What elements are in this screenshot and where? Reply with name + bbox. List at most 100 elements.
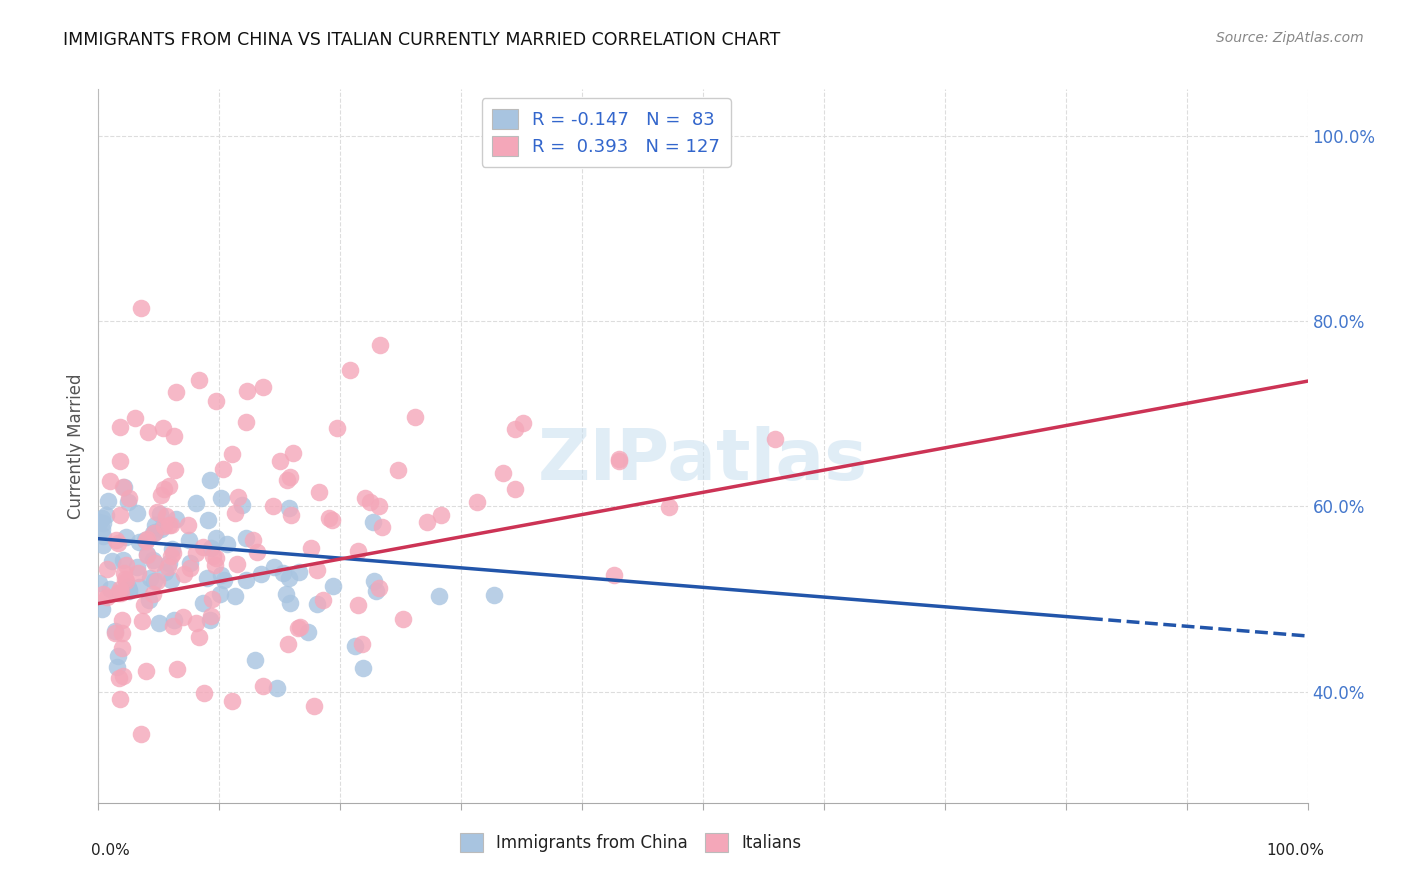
Point <box>184 496 207 510</box>
Point <box>111 552 134 566</box>
Y-axis label: Currently Married: Currently Married <box>66 373 84 519</box>
Point <box>159 574 181 588</box>
Point <box>288 565 311 579</box>
Point <box>114 574 136 588</box>
Point <box>307 563 329 577</box>
Point <box>226 490 249 504</box>
Point <box>129 726 152 740</box>
Point <box>162 546 184 560</box>
Point <box>607 452 630 467</box>
Point <box>108 453 131 467</box>
Point <box>160 549 183 564</box>
Point <box>262 499 284 513</box>
Point <box>163 429 186 443</box>
Point <box>263 560 285 574</box>
Point <box>367 499 389 513</box>
Point <box>101 554 124 568</box>
Point <box>482 588 505 602</box>
Point <box>165 385 187 400</box>
Point <box>318 510 340 524</box>
Point <box>188 373 211 387</box>
Point <box>127 566 149 581</box>
Point <box>492 466 515 480</box>
Point <box>93 538 115 552</box>
Point <box>107 649 129 664</box>
Point <box>368 581 391 595</box>
Text: IMMIGRANTS FROM CHINA VS ITALIAN CURRENTLY MARRIED CORRELATION CHART: IMMIGRANTS FROM CHINA VS ITALIAN CURRENT… <box>63 31 780 49</box>
Point <box>322 579 344 593</box>
Point <box>104 624 127 638</box>
Point <box>134 533 156 548</box>
Point <box>91 602 114 616</box>
Point <box>111 641 134 656</box>
Text: 100.0%: 100.0% <box>1267 843 1324 858</box>
Point <box>200 613 222 627</box>
Point <box>763 432 786 446</box>
Point <box>110 582 132 596</box>
Point <box>142 587 165 601</box>
Point <box>312 593 335 607</box>
Point <box>205 531 228 545</box>
Point <box>112 566 135 580</box>
Point <box>179 561 201 575</box>
Point <box>195 571 218 585</box>
Point <box>91 516 114 530</box>
Point <box>110 586 132 600</box>
Point <box>111 479 134 493</box>
Point <box>201 592 224 607</box>
Point <box>200 609 222 624</box>
Point <box>89 575 111 590</box>
Point <box>96 562 118 576</box>
Point <box>226 557 249 571</box>
Point <box>156 559 179 574</box>
Point <box>104 626 127 640</box>
Point <box>246 545 269 559</box>
Point <box>108 671 131 685</box>
Point <box>131 301 153 315</box>
Point <box>512 416 534 430</box>
Point <box>321 513 343 527</box>
Point <box>429 508 451 522</box>
Point <box>427 589 450 603</box>
Point <box>142 553 165 567</box>
Point <box>153 482 176 496</box>
Point <box>138 593 160 607</box>
Point <box>352 660 374 674</box>
Point <box>235 416 257 430</box>
Point <box>288 619 311 633</box>
Point <box>339 363 361 377</box>
Legend: Immigrants from China, Italians: Immigrants from China, Italians <box>453 827 808 859</box>
Point <box>157 479 180 493</box>
Point <box>242 533 264 547</box>
Point <box>153 519 176 533</box>
Point <box>94 508 117 522</box>
Point <box>128 535 150 549</box>
Point <box>198 473 221 487</box>
Point <box>172 610 194 624</box>
Point <box>135 664 157 678</box>
Point <box>346 599 368 613</box>
Point <box>252 380 274 394</box>
Point <box>224 506 246 520</box>
Point <box>467 495 489 509</box>
Point <box>124 411 146 425</box>
Point <box>188 630 211 644</box>
Point <box>186 546 208 560</box>
Point <box>274 587 297 601</box>
Point <box>308 485 330 500</box>
Point <box>205 551 228 566</box>
Point <box>235 573 257 587</box>
Point <box>277 571 299 585</box>
Point <box>135 533 157 547</box>
Point <box>110 420 132 434</box>
Point <box>135 549 157 563</box>
Point <box>91 511 114 525</box>
Point <box>392 612 415 626</box>
Point <box>209 567 232 582</box>
Point <box>280 508 302 522</box>
Point <box>117 584 139 599</box>
Point <box>193 686 215 700</box>
Point <box>269 454 291 468</box>
Point <box>163 613 186 627</box>
Point <box>166 662 188 676</box>
